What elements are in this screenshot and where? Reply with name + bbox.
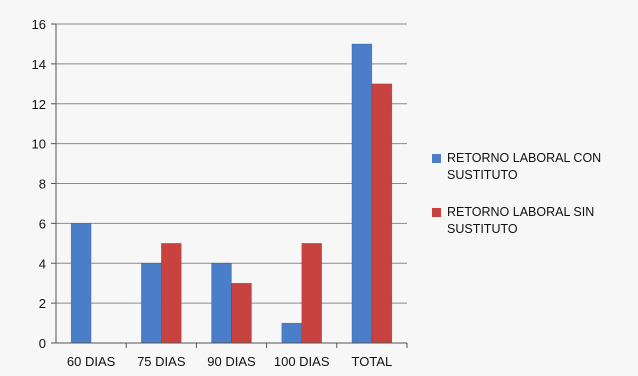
legend-item-con: RETORNO LABORAL CON SUSTITUTO	[432, 150, 632, 184]
x-axis-categories: 60 DIAS 75 DIAS 90 DIAS 100 DIAS TOTAL	[67, 343, 408, 369]
legend-label-con: RETORNO LABORAL CON SUSTITUTO	[447, 151, 602, 182]
legend-swatch-sin	[432, 208, 441, 217]
bar-con-sustituto	[281, 322, 302, 344]
bar-con-sustituto	[351, 43, 373, 344]
y-tick-label: 14	[32, 57, 46, 72]
y-tick-label: 2	[39, 296, 46, 311]
x-category-label: TOTAL	[352, 354, 393, 369]
x-category-label: 60 DIAS	[67, 354, 116, 369]
bar-con-sustituto	[70, 223, 92, 344]
bar-sin-sustituto	[161, 243, 182, 344]
bar-con-sustituto	[141, 263, 162, 344]
bars	[70, 43, 393, 344]
y-tick-label: 12	[32, 97, 46, 112]
bar-sin-sustituto	[231, 282, 252, 344]
bar-sin-sustituto	[301, 243, 322, 344]
y-tick-label: 8	[39, 177, 46, 192]
grid-lines	[56, 23, 407, 304]
y-tick-label: 6	[39, 216, 46, 231]
y-tick-label: 4	[39, 256, 46, 271]
legend-label-sin: RETORNO LABORAL SIN SUSTITUTO	[447, 205, 595, 236]
y-tick-label: 10	[32, 137, 46, 152]
y-tick-label: 16	[32, 17, 46, 32]
y-tick-label: 0	[39, 336, 46, 351]
legend-swatch-con	[432, 154, 441, 163]
legend-item-sin: RETORNO LABORAL SIN SUSTITUTO	[432, 204, 632, 238]
axes	[55, 24, 407, 344]
x-category-label: 100 DIAS	[274, 354, 330, 369]
x-category-label: 75 DIAS	[137, 354, 186, 369]
bar-sin-sustituto	[371, 83, 393, 344]
legend: RETORNO LABORAL CON SUSTITUTO RETORNO LA…	[432, 150, 632, 258]
x-category-label: 90 DIAS	[207, 354, 256, 369]
y-axis-ticks: 0 2 4 6 8 10 12 14 16	[32, 17, 56, 351]
bar-con-sustituto	[211, 263, 232, 344]
